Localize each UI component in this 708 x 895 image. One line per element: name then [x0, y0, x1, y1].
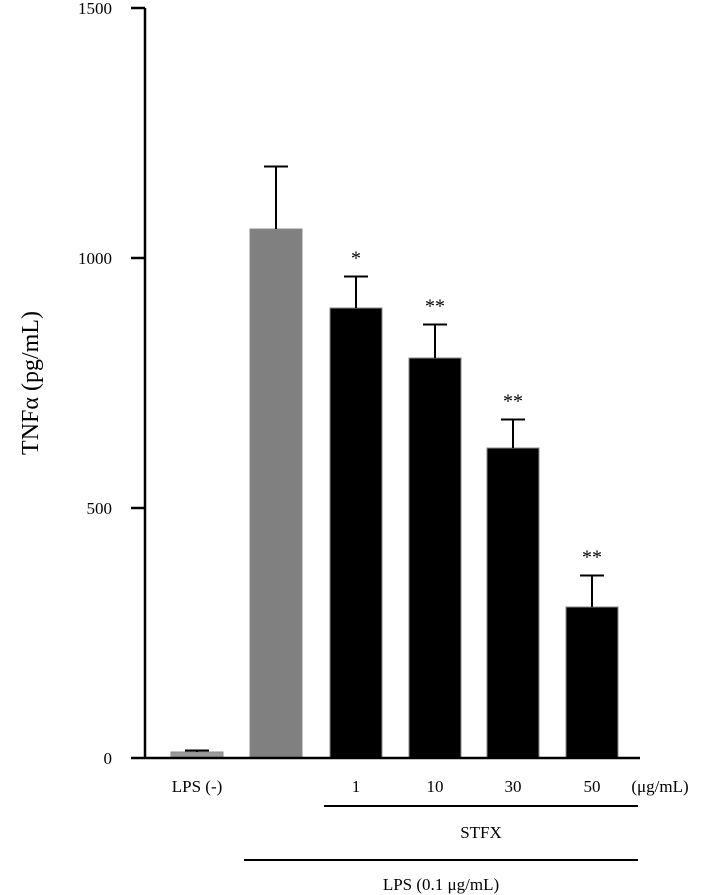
x-category-label: LPS (-) [172, 777, 223, 796]
y-tick-label: 1500 [78, 0, 112, 18]
bar [565, 606, 619, 759]
group-label: STFX [460, 823, 502, 842]
x-category-label: 50 [584, 777, 601, 796]
bars-layer [170, 228, 619, 759]
group-brackets-layer: STFX LPS (0.1 μg/mL) [244, 805, 638, 894]
group-label: LPS (0.1 μg/mL) [383, 875, 499, 894]
bar [408, 357, 462, 759]
bar [249, 228, 303, 759]
unit-label: (μg/mL) [631, 777, 688, 796]
x-labels-layer: LPS (-) 1 10 30 50 [172, 777, 601, 796]
significance-marker: ** [425, 296, 445, 318]
bar [329, 307, 383, 759]
significance-marker: * [351, 248, 361, 270]
x-category-label: 30 [505, 777, 522, 796]
y-tick-label: 500 [87, 499, 113, 518]
error-bars-layer [185, 165, 604, 752]
y-tick-label: 0 [104, 749, 113, 768]
y-tick-label: 1000 [78, 249, 112, 268]
bar [486, 447, 540, 759]
y-ticks-layer: 0 500 1000 1500 [78, 0, 145, 768]
y-axis-title: TNFα (pg/mL) [18, 311, 44, 455]
x-category-label: 10 [427, 777, 444, 796]
significance-marker: ** [503, 391, 523, 413]
x-category-label: 1 [352, 777, 361, 796]
significance-layer: ******* [351, 248, 602, 569]
significance-marker: ** [582, 547, 602, 569]
